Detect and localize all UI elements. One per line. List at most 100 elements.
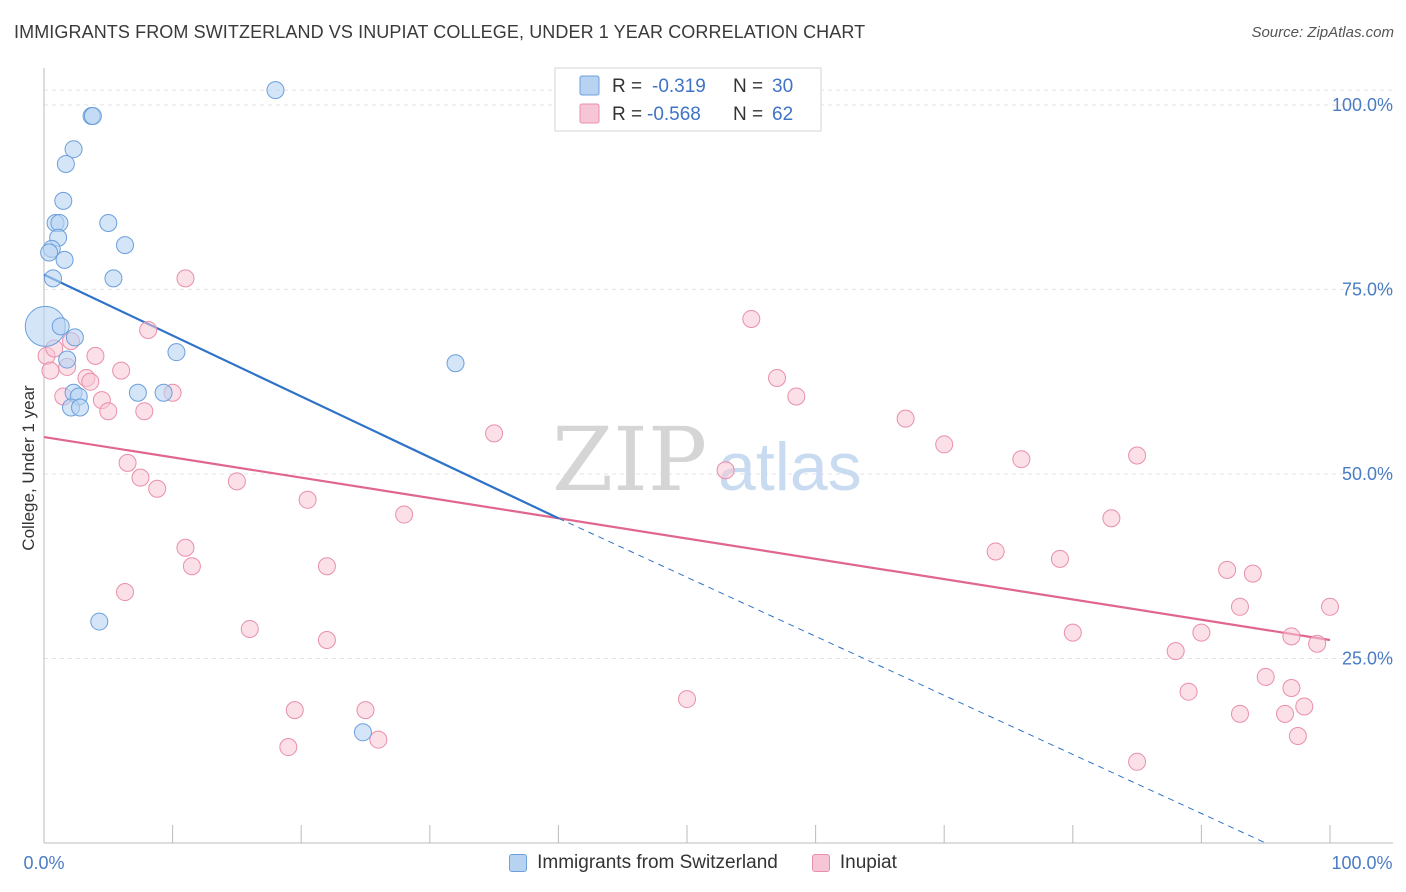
inupiat-point-41 xyxy=(240,619,259,638)
switzerland-point-2 xyxy=(83,106,102,125)
x-tick-label-0: 0.0% xyxy=(23,853,64,873)
legend-n-label-inupiat: N = xyxy=(733,104,763,125)
legend-n-label-switzerland: N = xyxy=(733,76,763,97)
inupiat-point-60 xyxy=(1128,752,1147,771)
legend-label-switzerland: Immigrants from Switzerland xyxy=(537,852,778,873)
inupiat-point-27 xyxy=(148,479,167,498)
inupiat-point-48 xyxy=(678,690,696,709)
inupiat-point-50 xyxy=(1256,667,1275,686)
source-label: Source: ZipAtlas.com xyxy=(1251,24,1394,41)
inupiat-points xyxy=(37,269,1339,771)
inupiat-point-21 xyxy=(1012,450,1031,469)
switzerland-point-4 xyxy=(56,154,75,173)
inupiat-point-49 xyxy=(1179,682,1198,701)
watermark-atlas: atlas xyxy=(718,429,862,505)
inupiat-point-53 xyxy=(356,701,375,720)
inupiat-point-7 xyxy=(112,361,131,380)
switzerland-point-14 xyxy=(104,269,123,288)
inupiat-point-2 xyxy=(139,321,158,340)
switzerland-point-27 xyxy=(71,398,90,417)
inupiat-point-47 xyxy=(1308,634,1327,653)
watermark: ZIP atlas xyxy=(552,408,862,511)
switzerland-point-24 xyxy=(154,383,173,402)
switzerland-point-5 xyxy=(54,191,73,210)
y-tick-label-50: 50.0% xyxy=(1342,464,1393,484)
inupiat-point-57 xyxy=(279,738,298,757)
y-tick-labels: 25.0% 50.0% 75.0% 100.0% xyxy=(1332,95,1393,669)
legend-item-switzerland[interactable]: Immigrants from Switzerland xyxy=(509,852,778,874)
inupiat-point-61 xyxy=(41,361,60,380)
inupiat-point-45 xyxy=(317,631,336,650)
legend-n-value-inupiat: 62 xyxy=(772,104,793,125)
switzerland-point-17 xyxy=(51,317,70,336)
switzerland-point-15 xyxy=(44,269,63,288)
inupiat-point-33 xyxy=(317,557,336,576)
inupiat-point-9 xyxy=(81,372,100,391)
legend-item-inupiat[interactable]: Inupiat xyxy=(811,852,897,874)
grid-lines xyxy=(44,89,1393,659)
inupiat-point-40 xyxy=(1321,597,1339,616)
legend-label-inupiat: Inupiat xyxy=(839,852,897,873)
inupiat-point-51 xyxy=(1282,679,1301,697)
inupiat-point-14 xyxy=(135,402,154,421)
inupiat-point-29 xyxy=(395,505,414,524)
switzerland-point-12 xyxy=(40,243,59,262)
axes xyxy=(43,68,1393,844)
inupiat-point-13 xyxy=(99,402,118,421)
switzerland-point-23 xyxy=(128,383,147,402)
switzerland-point-3 xyxy=(64,140,83,159)
y-tick-label-100: 100.0% xyxy=(1332,95,1393,115)
trend-lines xyxy=(43,273,1331,844)
switzerland-points xyxy=(24,81,465,742)
trend-line-inupiat xyxy=(43,435,1331,642)
switzerland-point-28 xyxy=(90,612,109,631)
inupiat-point-32 xyxy=(182,557,201,576)
legend-r-value-inupiat: -0.568 xyxy=(647,104,701,125)
inupiat-point-24 xyxy=(131,468,150,487)
watermark-zip: ZIP xyxy=(552,408,707,511)
inupiat-point-18 xyxy=(896,409,915,428)
switzerland-point-0 xyxy=(266,81,285,100)
inupiat-point-44 xyxy=(1282,627,1301,646)
switzerland-point-19 xyxy=(167,343,186,362)
inupiat-point-23 xyxy=(118,453,137,472)
y-tick-label-25: 25.0% xyxy=(1342,648,1393,668)
y-tick-label-75: 75.0% xyxy=(1342,279,1393,299)
inupiat-point-19 xyxy=(485,424,504,443)
legend-r-label-inupiat: R = xyxy=(612,104,642,125)
inupiat-point-26 xyxy=(227,472,246,491)
inupiat-point-46 xyxy=(1166,642,1185,661)
switzerland-point-10 xyxy=(116,236,135,255)
inupiat-point-58 xyxy=(369,730,388,749)
y-axis-label: College, Under 1 year xyxy=(19,385,38,551)
inupiat-point-25 xyxy=(716,461,735,480)
chart-title: IMMIGRANTS FROM SWITZERLAND VS INUPIAT C… xyxy=(14,22,866,42)
inupiat-point-39 xyxy=(1230,597,1249,616)
inupiat-point-28 xyxy=(298,490,317,509)
switzerland-point-18 xyxy=(65,328,84,347)
switzerland-point-29 xyxy=(353,723,372,742)
inupiat-point-15 xyxy=(742,309,761,328)
inupiat-point-22 xyxy=(1128,446,1147,465)
inupiat-point-56 xyxy=(1295,697,1314,716)
switzerland-point-8 xyxy=(99,214,118,232)
inupiat-point-54 xyxy=(1230,704,1249,723)
inupiat-point-30 xyxy=(1102,509,1121,528)
inupiat-point-16 xyxy=(768,369,787,387)
inupiat-point-17 xyxy=(787,387,806,406)
inupiat-point-36 xyxy=(1218,560,1237,579)
inupiat-point-0 xyxy=(176,269,195,288)
legend-swatch-switzerland xyxy=(579,75,600,96)
switzerland-point-13 xyxy=(55,250,74,269)
legend-swatch-pink xyxy=(811,854,830,872)
legend-n-value-switzerland: 30 xyxy=(772,76,793,97)
trend-line-switzerland xyxy=(43,273,559,520)
inupiat-point-34 xyxy=(986,542,1005,561)
trend-line-switzerland-extension xyxy=(558,517,1266,844)
inupiat-point-52 xyxy=(285,701,304,720)
inupiat-point-5 xyxy=(86,346,105,365)
switzerland-point-21 xyxy=(446,354,465,373)
inupiat-point-38 xyxy=(116,583,135,602)
inupiat-point-37 xyxy=(1243,564,1262,583)
